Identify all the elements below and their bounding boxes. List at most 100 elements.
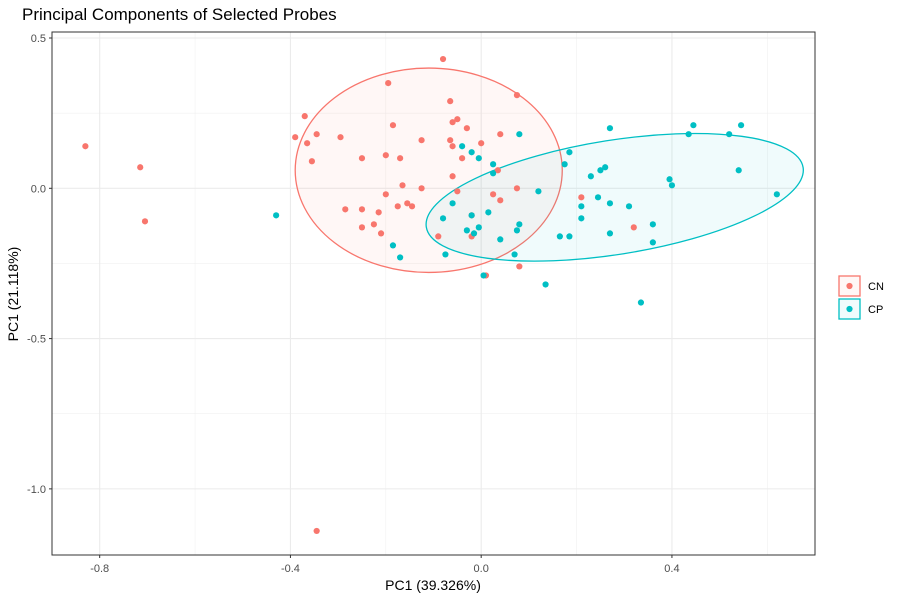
point-cn	[516, 263, 523, 270]
point-cn	[397, 155, 404, 162]
point-cp	[389, 242, 397, 249]
point-cn	[141, 218, 149, 225]
point-cp	[578, 215, 585, 222]
point-cn	[447, 137, 454, 144]
point-cn	[408, 203, 416, 210]
point-cn	[418, 137, 425, 144]
point-cp	[468, 212, 475, 219]
point-cp	[463, 227, 470, 234]
group-ellipses	[294, 67, 804, 274]
point-cn	[578, 194, 585, 201]
point-cn	[301, 113, 308, 120]
point-cn	[82, 143, 89, 150]
point-cn	[478, 140, 485, 147]
point-cn	[449, 119, 456, 126]
data-points	[82, 55, 780, 535]
x-tick-label: -0.4	[281, 563, 300, 575]
point-cp	[602, 164, 609, 171]
point-cn	[435, 233, 442, 240]
point-cp	[449, 200, 456, 207]
x-axis-title: PC1 (39.326%)	[385, 577, 481, 593]
point-cn	[497, 131, 504, 138]
point-cn	[370, 221, 377, 228]
point-cp	[690, 122, 697, 129]
plot-border	[51, 31, 816, 556]
point-cn	[404, 200, 411, 207]
point-cn	[342, 206, 349, 213]
point-cp	[597, 167, 604, 174]
y-tick-label: -1.0	[27, 484, 46, 496]
point-cp	[480, 272, 487, 279]
point-cp	[606, 200, 614, 207]
legend: CN CP	[838, 275, 884, 320]
point-cp	[649, 239, 656, 246]
point-cn	[313, 527, 320, 535]
point-cp	[542, 281, 549, 288]
point-cn	[463, 125, 470, 132]
point-cp	[442, 251, 449, 258]
point-cn	[358, 155, 366, 162]
y-axis-title: PC1 (21.118%)	[5, 247, 21, 342]
point-cn	[513, 92, 521, 99]
point-cp	[666, 176, 673, 183]
point-cn	[447, 98, 454, 105]
point-cp	[594, 194, 602, 201]
x-tick-label: 0.4	[664, 563, 679, 575]
chart-title: Principal Components of Selected Probes	[22, 5, 337, 24]
point-cp	[668, 182, 676, 189]
point-cp	[606, 125, 614, 132]
point-cn	[308, 158, 315, 165]
legend-dot-cp	[846, 305, 853, 313]
point-cn	[382, 152, 389, 159]
point-cp	[475, 224, 482, 231]
point-cp	[516, 221, 523, 228]
point-cn	[439, 55, 447, 63]
point-cn	[630, 224, 637, 231]
plot-area	[52, 32, 815, 555]
point-cp	[561, 161, 568, 168]
plot-frame	[51, 31, 816, 556]
point-cp	[397, 254, 404, 261]
point-cp	[649, 221, 656, 228]
point-cp	[685, 131, 692, 138]
legend-label-cn: CN	[868, 281, 884, 293]
point-cp	[485, 209, 492, 216]
point-cp	[737, 122, 745, 129]
point-cn	[454, 188, 461, 195]
y-tick-label: 0.0	[31, 183, 46, 195]
point-cp	[637, 299, 645, 306]
point-cn	[513, 185, 521, 192]
point-cp	[566, 149, 573, 156]
x-tick-label: -0.8	[90, 563, 109, 575]
point-cp	[468, 149, 475, 156]
ellipse-cp	[425, 132, 804, 262]
point-cp	[516, 131, 523, 138]
point-cp	[497, 236, 504, 243]
point-cn	[399, 182, 406, 189]
point-cn	[292, 134, 299, 141]
point-cp	[459, 143, 466, 150]
point-cp	[735, 167, 742, 174]
point-cn	[137, 164, 144, 171]
point-cp	[606, 230, 614, 237]
point-cp	[773, 191, 780, 198]
point-cp	[511, 251, 518, 258]
point-cp	[587, 173, 594, 180]
point-cp	[470, 230, 478, 237]
point-cp	[490, 161, 497, 168]
point-cp	[490, 170, 497, 177]
plot-background	[52, 32, 815, 555]
y-tick-label: 0.5	[31, 33, 46, 45]
point-cn	[313, 131, 320, 138]
point-cn	[494, 167, 501, 174]
point-cn	[454, 116, 461, 123]
point-cp	[513, 227, 521, 234]
point-cn	[358, 224, 366, 231]
point-cn	[337, 134, 344, 141]
point-cp	[273, 212, 280, 219]
point-cp	[578, 203, 585, 210]
point-cp	[625, 203, 633, 210]
ellipse-cn	[294, 67, 563, 274]
point-cp	[475, 155, 482, 162]
